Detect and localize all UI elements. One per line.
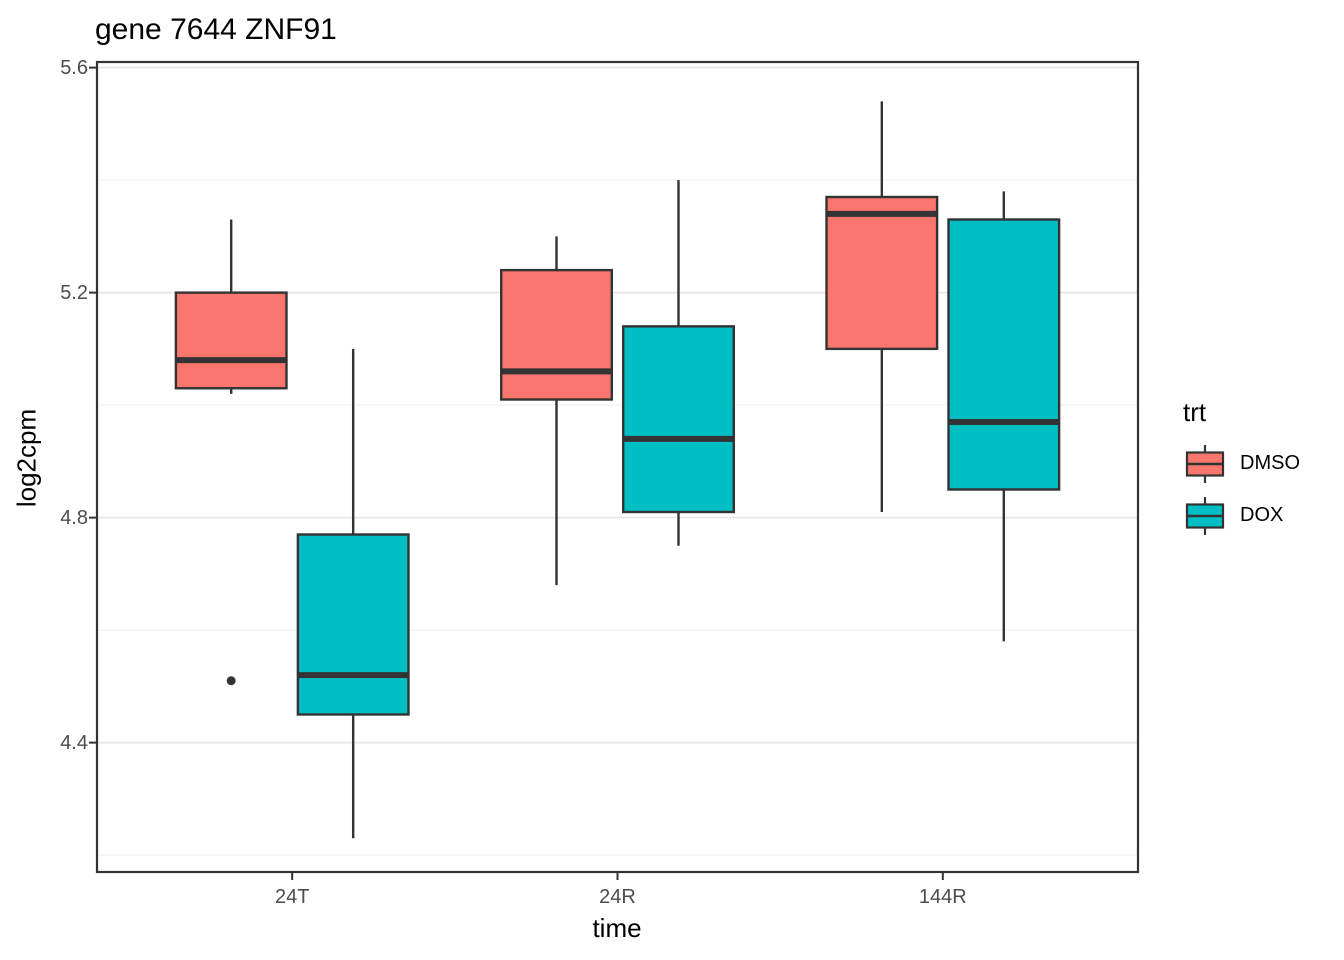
x-tick-label-24t: 24T bbox=[274, 886, 310, 908]
box-dmso-24t bbox=[174, 291, 288, 390]
x-tick-label-144r: 144R bbox=[918, 886, 967, 908]
legend-label-dmso: DMSO bbox=[1240, 452, 1300, 474]
legend-entry-dmso: DMSO bbox=[1183, 440, 1343, 487]
chart-title: gene 7644 ZNF91 bbox=[95, 13, 337, 46]
y-tick-label: 4.8 bbox=[60, 506, 88, 529]
box-dmso-144r bbox=[825, 195, 939, 351]
y-tick-label: 5.2 bbox=[60, 281, 88, 304]
legend-entry-dox: DOX bbox=[1183, 492, 1343, 539]
legend-key-boxplot-icon bbox=[1185, 444, 1225, 483]
y-tick-label: 4.4 bbox=[60, 731, 88, 754]
box-dox-24r bbox=[621, 325, 735, 514]
legend-key-boxplot-icon bbox=[1185, 496, 1225, 535]
y-tick-label: 5.6 bbox=[60, 56, 88, 79]
legend-label-dox: DOX bbox=[1240, 504, 1284, 526]
box-dox-24t bbox=[296, 533, 410, 716]
legend-entries: DMSO DOX bbox=[1183, 440, 1343, 539]
x-axis-title: time bbox=[592, 913, 642, 943]
x-tick-label-24r: 24R bbox=[599, 886, 636, 908]
legend-title: trt bbox=[1183, 397, 1207, 427]
legend: trt DMSO DOX bbox=[1183, 396, 1343, 539]
y-axis-title: log2cpm bbox=[11, 408, 42, 508]
box-dmso-24r bbox=[500, 268, 614, 401]
box-dox-144r bbox=[947, 218, 1061, 491]
outlier-point bbox=[226, 676, 236, 686]
